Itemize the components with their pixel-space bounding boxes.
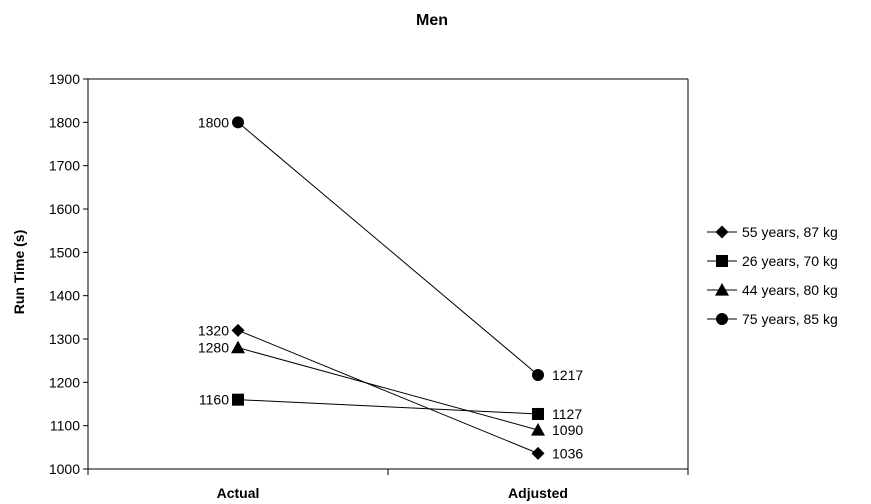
data-label: 1160 <box>199 392 229 408</box>
legend-item: 55 years, 87 kg <box>707 224 838 240</box>
y-tick-label: 1700 <box>49 158 80 174</box>
data-point-triangle <box>231 340 245 354</box>
data-point-diamond <box>231 323 245 337</box>
y-tick-label: 1600 <box>49 201 80 217</box>
data-labels: 1320 1036 1160 1127 1280 1090 1800 1217 <box>198 114 584 461</box>
y-tick-label: 1800 <box>49 114 80 130</box>
data-point-square <box>532 407 544 420</box>
y-axis-label: Run Time (s) <box>11 230 27 315</box>
legend-label: 75 years, 85 kg <box>742 311 838 327</box>
series-markers <box>231 116 545 460</box>
data-point-diamond <box>531 446 545 460</box>
data-label: 1127 <box>552 406 582 422</box>
legend-marker-circle <box>716 313 728 325</box>
legend-item: 44 years, 80 kg <box>707 282 838 298</box>
data-label: 1800 <box>198 114 229 130</box>
y-tick-label: 1200 <box>49 374 80 390</box>
y-tick-label: 1300 <box>49 331 80 347</box>
x-tick-label: Adjusted <box>508 485 568 501</box>
series-line <box>237 329 539 454</box>
legend-marker-square <box>716 255 728 267</box>
data-label: 1320 <box>198 322 229 338</box>
legend-marker-diamond <box>715 225 729 239</box>
series-line <box>237 347 539 431</box>
data-point-circle <box>532 368 544 381</box>
legend-label: 44 years, 80 kg <box>742 282 838 298</box>
chart-title: Men <box>416 12 448 29</box>
legend-marker-triangle <box>715 283 729 296</box>
series-line <box>237 121 539 376</box>
legend-label: 55 years, 87 kg <box>742 224 838 240</box>
y-tick-label: 1900 <box>49 71 80 87</box>
legend: 55 years, 87 kg 26 years, 70 kg 44 years, … <box>707 224 838 327</box>
y-tick-label: 1400 <box>49 288 80 304</box>
y-tick-label: 1500 <box>49 244 80 260</box>
legend-item: 26 years, 70 kg <box>707 253 838 269</box>
legend-label: 26 years, 70 kg <box>742 253 838 269</box>
data-point-circle <box>232 116 244 129</box>
data-label: 1217 <box>552 367 583 383</box>
data-label: 1036 <box>552 445 583 461</box>
y-tick-label: 1100 <box>50 418 80 434</box>
legend-item: 75 years, 85 kg <box>707 311 838 327</box>
data-label: 1090 <box>552 422 583 438</box>
axes: 1000 1100 1200 1300 1400 1500 1600 1700 1800 1900… <box>49 71 689 501</box>
data-point-triangle <box>531 423 545 436</box>
data-label: 1280 <box>198 340 229 356</box>
data-point-square <box>232 393 244 406</box>
x-tick-label: Actual <box>217 485 260 501</box>
y-tick-label: 1000 <box>49 461 80 477</box>
series-lines <box>237 121 539 454</box>
series-line <box>237 399 539 415</box>
